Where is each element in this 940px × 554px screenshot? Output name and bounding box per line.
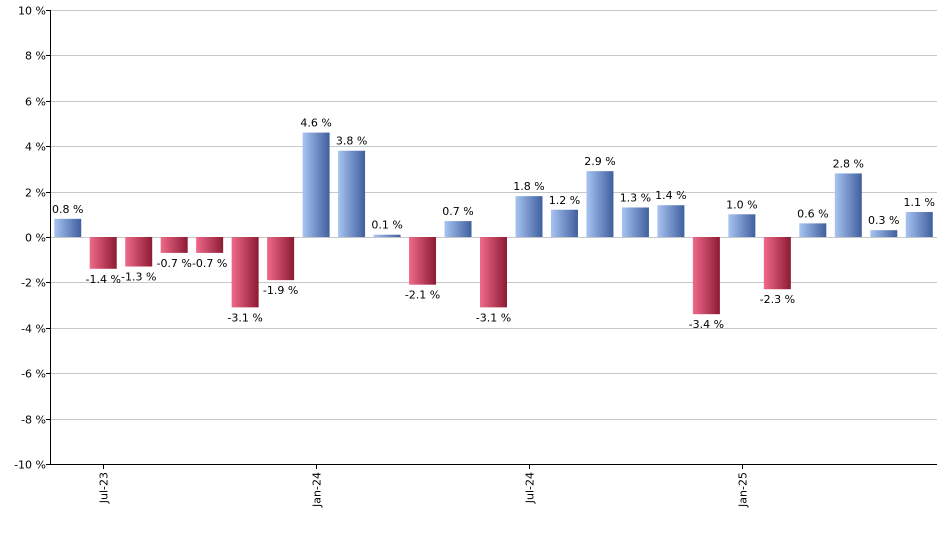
data-label: 1.3 % (620, 191, 651, 204)
bar (480, 237, 507, 308)
bar (409, 237, 437, 285)
data-label: 1.1 % (904, 196, 935, 209)
bar (89, 237, 117, 269)
y-tick-label: 2 % (25, 187, 46, 200)
bar (196, 237, 224, 253)
data-label: -3.1 % (227, 311, 262, 324)
bar (692, 237, 720, 315)
bar (621, 207, 649, 237)
bar (125, 237, 153, 267)
data-label: 4.6 % (300, 117, 331, 130)
data-label: 0.7 % (442, 205, 473, 218)
bar (550, 209, 578, 237)
bar (799, 223, 827, 237)
y-tick-label: -10 % (14, 459, 46, 472)
bar (302, 132, 330, 237)
data-label: 0.6 % (797, 207, 828, 220)
data-label: -1.4 % (86, 273, 121, 286)
axis-layer: 10 % 8 % 6 % 4 % 2 % 0 % -2 % -4 % -6 % -8 % -10 %… (14, 5, 937, 508)
y-tick-label: 6 % (25, 96, 46, 109)
x-tick-label: Jul-24 (524, 472, 537, 504)
bar (160, 237, 188, 253)
data-label: 1.4 % (655, 189, 686, 202)
bar (763, 237, 791, 290)
bar (870, 230, 898, 237)
x-tick-label: Jan-25 (737, 472, 750, 508)
y-tick-label: -8 % (21, 414, 46, 427)
data-label: -2.3 % (760, 293, 795, 306)
bar (373, 234, 401, 237)
data-label: -0.7 % (156, 257, 191, 270)
data-label-layer: 0.8 %-1.4 % -1.3 %-0.7 % -0.7 %-3.1 %-1.9 … (52, 117, 935, 332)
data-label: 1.0 % (726, 198, 757, 211)
bar (231, 237, 259, 308)
y-tick-label: -2 % (21, 277, 46, 290)
y-tick-label: -6 % (21, 368, 46, 381)
y-tick-label: 8 % (25, 50, 46, 63)
data-label: 2.9 % (584, 155, 615, 168)
data-label: -3.1 % (476, 311, 511, 324)
y-tick-label: 10 % (18, 5, 46, 18)
bar (444, 221, 472, 237)
bar (586, 171, 614, 237)
bar (905, 212, 933, 237)
data-label: 0.1 % (371, 219, 402, 232)
bar (267, 237, 295, 281)
y-tick-label: -4 % (21, 323, 46, 336)
data-label: 1.8 % (513, 180, 544, 193)
bar (515, 196, 543, 237)
y-tick-label: 0 % (25, 232, 46, 245)
data-label: 1.2 % (549, 194, 580, 207)
bar (338, 150, 366, 237)
data-label: 0.8 % (52, 203, 83, 216)
x-tick-label: Jan-24 (311, 472, 324, 508)
data-label: -1.3 % (121, 271, 156, 284)
data-label: 0.3 % (868, 214, 899, 227)
bar-layer (54, 132, 933, 315)
data-label: -2.1 % (405, 289, 440, 302)
data-label: -3.4 % (689, 318, 724, 331)
bar (657, 205, 685, 237)
data-label: 3.8 % (336, 135, 367, 148)
data-label: 2.8 % (833, 157, 864, 170)
y-tick-label: 4 % (25, 141, 46, 154)
data-label: -0.7 % (192, 257, 227, 270)
bar (834, 173, 862, 237)
bar (54, 218, 82, 237)
bar (728, 214, 756, 237)
x-tick-label: Jul-23 (98, 472, 111, 504)
data-label: -1.9 % (263, 284, 298, 297)
